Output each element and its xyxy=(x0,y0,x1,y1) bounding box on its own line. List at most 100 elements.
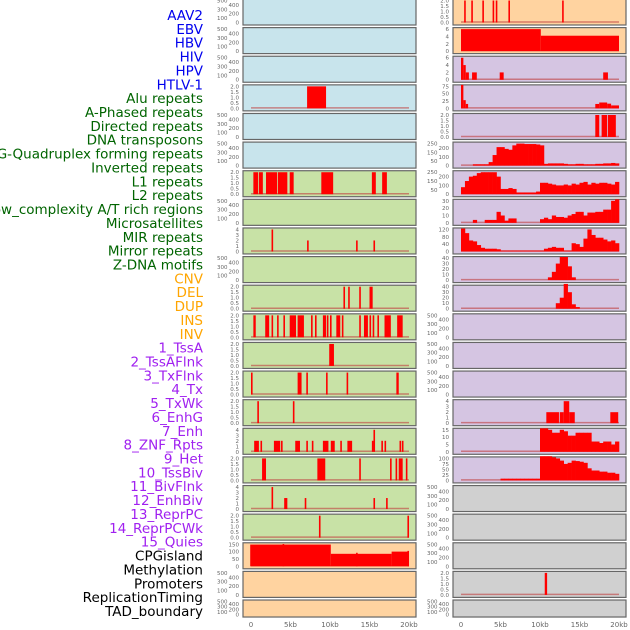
data-bin xyxy=(615,243,620,252)
data-bin xyxy=(524,250,529,252)
y-tick-label: 2.0 xyxy=(230,399,239,405)
y-tick-label: 0 xyxy=(446,106,450,112)
y-tick-label: 300 xyxy=(427,522,438,528)
y-tick-label: 500 xyxy=(427,542,438,548)
panel-background xyxy=(242,0,417,26)
y-tick-label: 0 xyxy=(236,450,240,456)
y-tick-label: 0.0 xyxy=(230,421,239,427)
data-bin xyxy=(615,181,620,195)
y-tick-label: 2.0 xyxy=(230,313,239,319)
y-tick-label: 500 xyxy=(217,142,228,148)
row-label: ReplicationTiming xyxy=(83,590,203,606)
data-bar xyxy=(384,440,387,452)
panel-background xyxy=(452,599,627,618)
y-tick-label: 100 xyxy=(427,531,438,537)
data-bar xyxy=(377,315,379,338)
data-bin xyxy=(540,250,545,252)
data-bin xyxy=(532,250,537,252)
y-tick-label: 1.0 xyxy=(440,124,449,130)
data-bin xyxy=(611,162,616,166)
y-tick-label: 0.5 xyxy=(230,301,239,307)
data-bar xyxy=(254,440,259,452)
data-bin xyxy=(603,163,608,166)
panel-background xyxy=(242,599,417,618)
data-bin xyxy=(472,219,478,223)
data-bin xyxy=(611,184,616,195)
y-tick-label: 400 xyxy=(229,203,240,209)
y-tick-label: 2 xyxy=(236,496,240,502)
data-bin xyxy=(488,248,493,252)
left-panel: 0.00.51.01.52.0 xyxy=(230,341,417,370)
y-tick-label: 500 xyxy=(427,600,438,606)
data-bin xyxy=(480,164,485,166)
data-bar xyxy=(563,401,570,424)
data-bar xyxy=(283,315,285,338)
data-bin xyxy=(528,478,533,481)
y-tick-label: 10 xyxy=(442,435,449,441)
y-tick-label: 100 xyxy=(427,610,438,616)
panel-background xyxy=(452,484,627,513)
y-tick-label: 100 xyxy=(217,131,228,137)
y-tick-label: 300 xyxy=(217,7,228,13)
data-bin xyxy=(579,163,584,166)
data-bin xyxy=(540,182,545,195)
y-tick-label: 4 xyxy=(446,63,450,69)
y-tick-label: 1 xyxy=(446,416,450,422)
y-tick-label: 0.5 xyxy=(440,587,449,593)
row-label: 14_ReprPCWk xyxy=(109,521,203,537)
data-bar xyxy=(461,57,464,80)
data-bar xyxy=(307,240,309,252)
row-label: 12_EnhBiv xyxy=(132,493,203,509)
data-bar xyxy=(321,172,334,195)
y-tick-label: 1.5 xyxy=(230,90,239,96)
row-label: MIR repeats xyxy=(123,230,203,246)
data-bar xyxy=(465,72,469,80)
data-bin xyxy=(496,211,501,223)
data-bin xyxy=(563,283,568,309)
y-tick-label: 100 xyxy=(217,73,228,79)
data-bar xyxy=(390,458,392,481)
y-tick-label: 200 xyxy=(229,584,240,590)
y-tick-label: 0.0 xyxy=(440,135,449,141)
y-tick-label: 300 xyxy=(217,265,228,271)
y-tick-label: 200 xyxy=(229,12,240,18)
y-tick-label: 0 xyxy=(236,278,240,284)
y-tick-label: 100 xyxy=(427,388,438,394)
y-tick-label: 0.5 xyxy=(230,387,239,393)
data-bar xyxy=(463,100,466,109)
row-label: Microsatellites xyxy=(106,216,203,232)
data-bin xyxy=(555,247,561,252)
x-tick-label: 0 xyxy=(459,621,463,629)
y-tick-label: 2 xyxy=(236,439,240,445)
data-bin xyxy=(591,164,596,166)
row-label: Alu repeats xyxy=(126,91,203,107)
y-tick-label: 500 xyxy=(217,56,228,62)
data-bar xyxy=(307,86,327,109)
data-bin xyxy=(575,307,580,309)
data-bin xyxy=(476,164,482,166)
data-bin xyxy=(571,460,576,481)
panel-background xyxy=(242,484,417,513)
data-bin xyxy=(500,250,505,252)
y-tick-label: 0 xyxy=(446,192,450,198)
data-bin xyxy=(611,472,616,481)
panel-background xyxy=(452,570,627,599)
y-tick-label: 1.0 xyxy=(440,582,449,588)
y-tick-label: 1.0 xyxy=(440,10,449,16)
left-panel: 0.00.51.01.52.0 xyxy=(230,284,417,313)
data-bar xyxy=(330,440,335,452)
y-tick-label: 0 xyxy=(446,421,450,427)
y-tick-label: 0.0 xyxy=(440,593,449,599)
y-tick-label: 500 xyxy=(217,256,228,262)
y-tick-label: 3 xyxy=(236,433,240,439)
y-tick-label: 40 xyxy=(442,285,449,291)
data-bin xyxy=(579,211,584,223)
data-bin xyxy=(492,219,497,223)
data-bar xyxy=(317,458,326,481)
panel-background xyxy=(452,341,627,370)
row-label: Low_complexity A/T rich regions xyxy=(0,202,203,218)
panel-background xyxy=(242,112,417,141)
data-bin xyxy=(591,234,596,252)
